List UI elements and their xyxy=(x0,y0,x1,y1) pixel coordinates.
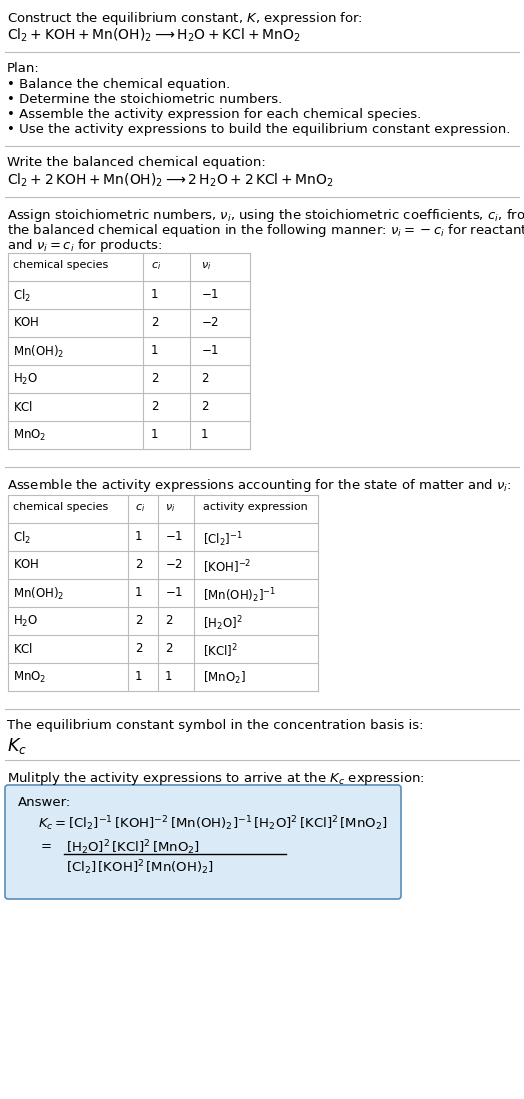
Text: 1: 1 xyxy=(135,670,143,682)
Text: 1: 1 xyxy=(201,428,209,441)
Text: $[\mathrm{H_2O}]^2\,[\mathrm{KCl}]^2\,[\mathrm{MnO}_2]$: $[\mathrm{H_2O}]^2\,[\mathrm{KCl}]^2\,[\… xyxy=(66,839,200,857)
Text: chemical species: chemical species xyxy=(13,260,108,270)
Text: $\mathrm{Cl}_2$: $\mathrm{Cl}_2$ xyxy=(13,288,31,304)
Text: and $\nu_i = c_i$ for products:: and $\nu_i = c_i$ for products: xyxy=(7,237,162,254)
Text: $\nu_i$: $\nu_i$ xyxy=(201,260,211,271)
Text: $-1$: $-1$ xyxy=(165,530,183,543)
Text: $[\mathrm{KCl}]^2$: $[\mathrm{KCl}]^2$ xyxy=(203,642,238,659)
Text: $ = $: $ = $ xyxy=(38,839,52,852)
Text: $K_c = [\mathrm{Cl}_2]^{-1}\,[\mathrm{KOH}]^{-2}\,[\mathrm{Mn(OH)}_2]^{-1}\,[\ma: $K_c = [\mathrm{Cl}_2]^{-1}\,[\mathrm{KO… xyxy=(38,814,388,833)
Text: 1: 1 xyxy=(151,428,158,441)
Text: • Assemble the activity expression for each chemical species.: • Assemble the activity expression for e… xyxy=(7,108,421,121)
Text: • Balance the chemical equation.: • Balance the chemical equation. xyxy=(7,78,230,91)
Text: $c_i$: $c_i$ xyxy=(151,260,161,271)
Text: $\mathrm{Mn(OH)}_2$: $\mathrm{Mn(OH)}_2$ xyxy=(13,586,64,602)
Text: $-2$: $-2$ xyxy=(165,558,183,571)
Text: 2: 2 xyxy=(135,614,143,628)
Text: $[\mathrm{MnO}_2]$: $[\mathrm{MnO}_2]$ xyxy=(203,670,246,686)
Text: chemical species: chemical species xyxy=(13,502,108,512)
Text: • Determine the stoichiometric numbers.: • Determine the stoichiometric numbers. xyxy=(7,93,282,106)
Text: $\mathrm{H_2O}$: $\mathrm{H_2O}$ xyxy=(13,614,38,629)
Text: $-1$: $-1$ xyxy=(201,344,219,357)
Text: $\mathrm{Cl}_2$: $\mathrm{Cl}_2$ xyxy=(13,530,31,546)
Text: Answer:: Answer: xyxy=(18,796,71,809)
Text: $[\mathrm{Mn(OH)}_2]^{-1}$: $[\mathrm{Mn(OH)}_2]^{-1}$ xyxy=(203,586,276,604)
Text: $-1$: $-1$ xyxy=(165,586,183,599)
Text: 1: 1 xyxy=(151,288,158,301)
Text: $\mathrm{MnO}_2$: $\mathrm{MnO}_2$ xyxy=(13,670,47,685)
Text: $[\mathrm{Cl}_2]^{-1}$: $[\mathrm{Cl}_2]^{-1}$ xyxy=(203,530,243,548)
Text: $K_c$: $K_c$ xyxy=(7,736,27,756)
Text: 2: 2 xyxy=(165,614,172,628)
Text: Assign stoichiometric numbers, $\nu_i$, using the stoichiometric coefficients, $: Assign stoichiometric numbers, $\nu_i$, … xyxy=(7,207,524,224)
Text: 2: 2 xyxy=(151,371,158,385)
Text: $[\mathrm{KOH}]^{-2}$: $[\mathrm{KOH}]^{-2}$ xyxy=(203,558,252,576)
Text: 2: 2 xyxy=(151,317,158,329)
Text: $\mathrm{Cl}_2 + 2\,\mathrm{KOH} + \mathrm{Mn(OH)}_2 \longrightarrow 2\,\mathrm{: $\mathrm{Cl}_2 + 2\,\mathrm{KOH} + \math… xyxy=(7,173,334,189)
Text: • Use the activity expressions to build the equilibrium constant expression.: • Use the activity expressions to build … xyxy=(7,123,510,136)
Text: $\mathrm{Mn(OH)}_2$: $\mathrm{Mn(OH)}_2$ xyxy=(13,344,64,360)
Text: $\mathrm{KOH}$: $\mathrm{KOH}$ xyxy=(13,317,40,329)
Text: 2: 2 xyxy=(151,400,158,413)
Text: Write the balanced chemical equation:: Write the balanced chemical equation: xyxy=(7,156,266,169)
Text: 2: 2 xyxy=(201,400,209,413)
Text: 2: 2 xyxy=(165,642,172,655)
Text: $[\mathrm{H_2O}]^2$: $[\mathrm{H_2O}]^2$ xyxy=(203,614,243,633)
Text: $-2$: $-2$ xyxy=(201,317,219,329)
Text: activity expression: activity expression xyxy=(203,502,308,512)
Text: $\mathrm{KCl}$: $\mathrm{KCl}$ xyxy=(13,642,33,656)
FancyBboxPatch shape xyxy=(5,785,401,899)
Text: 1: 1 xyxy=(135,530,143,543)
Text: $\mathrm{H_2O}$: $\mathrm{H_2O}$ xyxy=(13,371,38,387)
Text: the balanced chemical equation in the following manner: $\nu_i = -c_i$ for react: the balanced chemical equation in the fo… xyxy=(7,222,524,238)
Text: Construct the equilibrium constant, $K$, expression for:: Construct the equilibrium constant, $K$,… xyxy=(7,10,363,27)
Text: 1: 1 xyxy=(151,344,158,357)
Text: 2: 2 xyxy=(135,642,143,655)
Text: $-1$: $-1$ xyxy=(201,288,219,301)
Text: Assemble the activity expressions accounting for the state of matter and $\nu_i$: Assemble the activity expressions accoun… xyxy=(7,477,512,493)
Text: $\mathrm{MnO}_2$: $\mathrm{MnO}_2$ xyxy=(13,428,47,443)
Text: $\mathrm{KCl}$: $\mathrm{KCl}$ xyxy=(13,400,33,414)
Text: $c_i$: $c_i$ xyxy=(135,502,145,514)
Text: $\nu_i$: $\nu_i$ xyxy=(165,502,176,514)
Text: 2: 2 xyxy=(201,371,209,385)
Text: $[\mathrm{Cl}_2]\,[\mathrm{KOH}]^2\,[\mathrm{Mn(OH)}_2]$: $[\mathrm{Cl}_2]\,[\mathrm{KOH}]^2\,[\ma… xyxy=(66,858,214,877)
Text: 1: 1 xyxy=(165,670,172,682)
Text: The equilibrium constant symbol in the concentration basis is:: The equilibrium constant symbol in the c… xyxy=(7,719,423,732)
Text: Mulitply the activity expressions to arrive at the $K_c$ expression:: Mulitply the activity expressions to arr… xyxy=(7,770,425,787)
Text: 2: 2 xyxy=(135,558,143,571)
Text: 1: 1 xyxy=(135,586,143,599)
Text: $\mathrm{Cl}_2 + \mathrm{KOH} + \mathrm{Mn(OH)}_2 \longrightarrow \mathrm{H_2O} : $\mathrm{Cl}_2 + \mathrm{KOH} + \mathrm{… xyxy=(7,27,301,44)
Text: $\mathrm{KOH}$: $\mathrm{KOH}$ xyxy=(13,558,40,571)
Text: Plan:: Plan: xyxy=(7,62,40,75)
